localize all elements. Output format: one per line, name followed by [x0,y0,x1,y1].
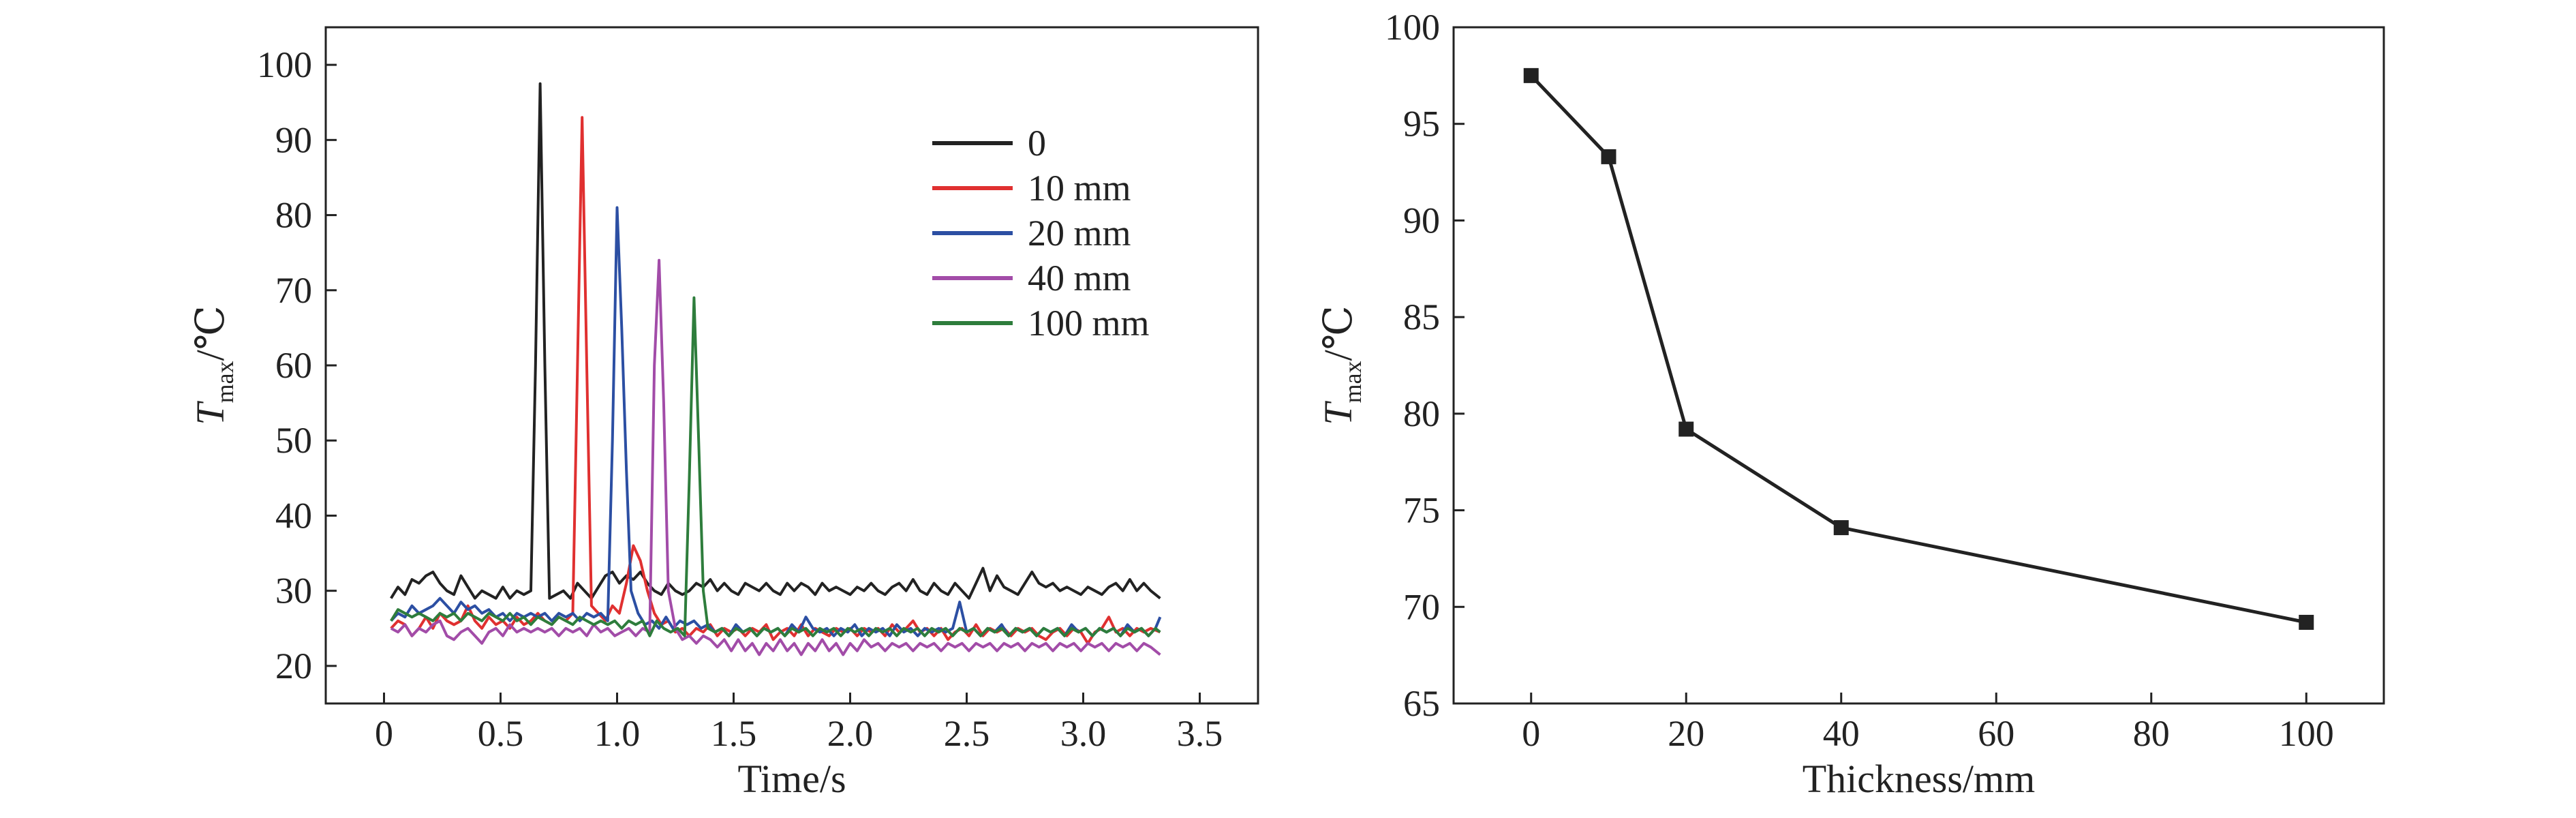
x-tick-label: 80 [2133,713,2170,754]
chart-left: 0 0.5 1.0 1.5 2.0 2.5 3.0 3.5 20 30 40 50 60 70 80 90 10… [188,26,1259,801]
y-tick-label: 100 [257,44,312,85]
x-tick-label: 0 [375,713,393,754]
y-tick-label: 60 [275,345,312,386]
x-tick-label: 40 [1823,713,1860,754]
series-line-100-mm [390,296,1161,637]
plot-frame [324,26,1259,705]
y-tick-label: 65 [1403,683,1440,724]
y-axis-label-main: T [1316,401,1360,425]
legend-label: 100 mm [1028,303,1150,344]
x-tick-label: 3.5 [1177,713,1223,754]
y-tick-label: 95 [1403,104,1440,145]
y-axis-label: Tmax/℃ [1316,305,1366,425]
legend-label: 20 mm [1028,213,1131,254]
series-line-40-mm [390,258,1161,656]
legend-label: 10 mm [1028,168,1131,209]
y-axis-label-main: T [188,401,232,425]
data-point-marker [1601,149,1616,164]
data-point-marker [1678,421,1694,437]
y-tick-label: 70 [275,270,312,311]
x-tick-label: 2.0 [827,713,874,754]
y-tick-label: 90 [1403,200,1440,241]
x-tick-label: 60 [1978,713,2014,754]
y-axis-label-unit: /℃ [1316,305,1360,361]
x-axis-label: Thickness/mm [1803,757,2036,801]
x-tick-label: 0 [1522,713,1540,754]
x-tick-label: 1.5 [711,713,757,754]
data-point-marker [1523,67,1539,83]
plot-frame [1452,26,2385,705]
data-point-marker [2299,614,2314,630]
x-tick-label: 3.0 [1060,713,1107,754]
x-tick-label: 0.5 [478,713,524,754]
y-tick-label: 75 [1403,490,1440,531]
y-tick-label: 85 [1403,297,1440,337]
x-axis-label: Time/s [737,757,846,801]
y-axis-label-sub: max [1339,361,1366,403]
y-tick-label: 30 [275,571,312,611]
x-tick-label: 1.0 [594,713,641,754]
y-tick-label: 100 [1385,7,1440,48]
legend-label: 40 mm [1028,258,1131,299]
chart-right: 0 20 40 60 80 100 65 70 75 80 85 90 95 100 Thickness/m… [1316,7,2385,801]
x-tick-label: 20 [1668,713,1704,754]
x-tick-label: 2.5 [944,713,990,754]
y-tick-label: 50 [275,420,312,461]
y-axis-label: Tmax/℃ [188,305,239,425]
y-tick-label: 40 [275,495,312,536]
legend-label: 0 [1028,123,1046,164]
x-tick-label: 100 [2279,713,2334,754]
series-line-0 [390,82,1161,600]
series-line-thickness [1529,74,2307,624]
y-tick-label: 80 [275,195,312,236]
data-point-marker [1833,520,1849,536]
y-tick-label: 90 [275,119,312,160]
y-axis-label-sub: max [211,361,239,403]
y-axis-label-unit: /℃ [188,305,232,361]
y-tick-label: 70 [1403,586,1440,627]
y-tick-label: 80 [1403,393,1440,434]
y-tick-label: 20 [275,646,312,686]
